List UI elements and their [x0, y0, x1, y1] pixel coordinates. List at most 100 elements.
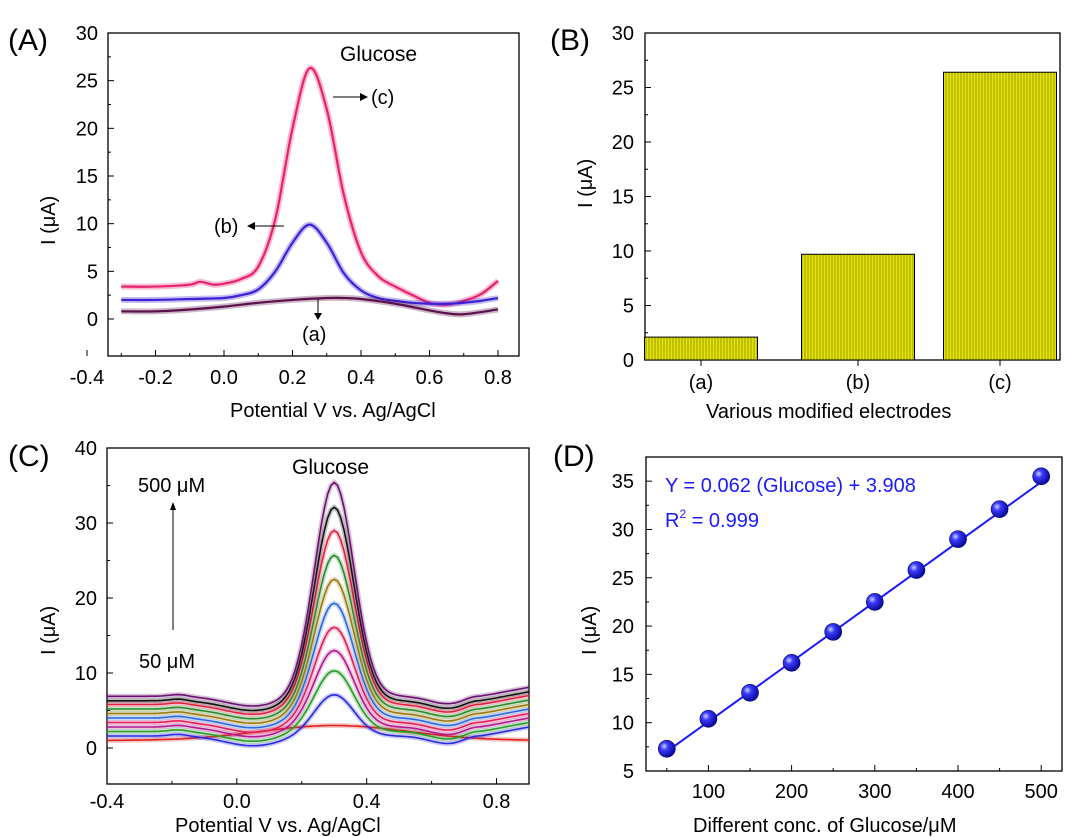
- panel-c-line: [107, 602, 530, 729]
- panel-c-line: [107, 626, 530, 733]
- panel-a-xtick-label: 0.8: [484, 367, 512, 389]
- arrow-b-head: [247, 222, 255, 230]
- panel-d-xtick-label: 500: [1025, 781, 1058, 803]
- panel-c-ylabel: I (μA): [38, 606, 60, 655]
- arrow-c-head: [360, 93, 368, 101]
- panel-b-bars: [644, 71, 1057, 361]
- panel-c-xtick-label: -0.4: [90, 791, 124, 813]
- panel-a-ytick-label: 5: [87, 261, 98, 283]
- panel-b-bar: [644, 336, 758, 361]
- panel-a-line-shadow: [121, 65, 500, 308]
- panel-d-ytick-label: 10: [612, 713, 634, 735]
- equation-prefix: Y = 0.062 (: [665, 475, 763, 497]
- panel-d-frame: [645, 456, 1063, 772]
- panel-b-ytick-label: 30: [612, 23, 634, 45]
- panel-a-frame: [107, 32, 520, 357]
- panel-a-line: [121, 223, 499, 305]
- panel-a-xtick-label: -0.4: [70, 367, 104, 389]
- panel-a-annotation: Glucose: [340, 43, 417, 66]
- r2-prefix: R: [665, 510, 679, 532]
- panel-d-point: [1032, 467, 1050, 486]
- panel-a-line: [121, 67, 499, 306]
- panel-d-ytick-label: 35: [612, 471, 634, 493]
- panel-a-label: (A): [8, 24, 48, 57]
- label-c: (c): [371, 87, 394, 109]
- panel-a-ytick-label: 10: [76, 214, 98, 236]
- panel-d-xtick-label: 200: [775, 781, 808, 803]
- panel-a-ytick-label: 25: [76, 71, 98, 93]
- panel-b-ylabel: I (μA): [575, 159, 597, 208]
- panel-c-line: [107, 649, 530, 738]
- panel-a-xtick-label: 0.0: [210, 367, 238, 389]
- panel-b-axes: 0 5 10 15 20 25 30 (a) (b) (c): [612, 23, 1012, 394]
- equation-suffix: ) + 3.908: [836, 475, 916, 497]
- equation-var: Glucose: [763, 475, 836, 497]
- panel-d-point: [949, 530, 967, 548]
- panel-c-ytick-label: 20: [75, 588, 97, 610]
- panel-b-ytick-label: 0: [623, 350, 634, 372]
- panel-d-point: [657, 739, 676, 758]
- panel-c-line: [107, 481, 530, 707]
- panel-b-xtick-label: (a): [689, 372, 713, 394]
- panel-d: (D) 100 200 300 400 500 5 10 15 20 25 30 35 Y = 0.0…: [553, 440, 1063, 837]
- panel-b: (B) 0 5 10 15 20 25 30 (a) (b) (c) Various modifi…: [550, 23, 1061, 423]
- panel-a-xlabel: Potential V vs. Ag/AgCl: [230, 400, 436, 422]
- panel-c-line: [107, 529, 530, 715]
- panel-c-label: (C): [8, 440, 50, 473]
- panel-b-xlabel: Various modified electrodes: [706, 401, 951, 423]
- panel-b-ytick-label: 25: [612, 78, 634, 100]
- panel-d-point: [782, 653, 801, 672]
- panel-c-ytick-label: 30: [75, 513, 97, 535]
- panel-a-line-shadow: [121, 221, 499, 307]
- panel-c-frame: [106, 447, 530, 785]
- panel-a-lines: [121, 65, 500, 318]
- panel-d-point: [865, 593, 884, 611]
- panel-a-ytick-label: 0: [87, 309, 98, 331]
- panel-d-label: (D): [553, 440, 595, 473]
- panel-b-ytick-label: 20: [612, 132, 634, 154]
- panel-c-line: [107, 506, 530, 712]
- panel-d-point: [990, 500, 1009, 518]
- r2-value: R2 = 0.999: [665, 507, 759, 532]
- panel-a-xtick-label: -0.2: [138, 367, 172, 389]
- panel-d-ytick-label: 5: [623, 761, 634, 783]
- panel-a-xtick-label: 0.6: [416, 367, 444, 389]
- panel-d-xtick-label: 100: [692, 781, 725, 803]
- panel-d-point: [741, 683, 759, 702]
- panel-a-axes: -0.4 -0.2 0.0 0.2 0.4 0.6 0.8 0 5 10 15 20 25 30: [70, 23, 512, 389]
- panel-c-xtick-label: 0.0: [223, 791, 251, 813]
- panel-c-ytick-label: 0: [86, 738, 97, 760]
- panel-a-ylabel: I (μA): [38, 196, 60, 245]
- r2-suffix: = 0.999: [686, 510, 759, 532]
- panel-a-ytick-label: 20: [76, 118, 98, 140]
- panel-d-ytick-label: 20: [612, 616, 634, 638]
- panel-b-ytick-label: 10: [612, 241, 634, 263]
- panel-d-xtick-label: 300: [858, 781, 891, 803]
- panel-b-ytick-label: 5: [623, 296, 634, 318]
- panel-c-line: [107, 669, 530, 742]
- panel-d-ytick-label: 30: [612, 519, 634, 541]
- range-top-label: 500 μM: [138, 475, 205, 497]
- panel-c-line: [107, 554, 530, 720]
- panel-a-ytick-label: 15: [76, 166, 98, 188]
- panel-d-axes: 100 200 300 400 500 5 10 15 20 25 30 35: [612, 471, 1058, 803]
- panel-c-axes: -0.4 0.0 0.4 0.8 0 10 20 30 40: [75, 438, 511, 813]
- panel-c-ytick-label: 10: [75, 663, 97, 685]
- panel-d-point: [907, 561, 926, 579]
- panel-c-lines: [107, 479, 530, 749]
- panel-a-ytick-label: 30: [76, 23, 98, 45]
- panel-d-point: [824, 623, 843, 641]
- panel-b-xtick-label: (c): [988, 372, 1011, 394]
- label-a: (a): [302, 324, 326, 346]
- panel-a: (A) -0.4 -0.2 0.0 0.2 0.4 0.6 0.8051015202530 …: [8, 23, 520, 422]
- panel-c-xtick-label: 0.8: [483, 791, 511, 813]
- panel-d-xlabel: Different conc. of Glucose/μM: [693, 815, 957, 837]
- arrow-a-head: [314, 313, 322, 320]
- panel-c-annotation: Glucose: [292, 456, 369, 479]
- panel-a-xtick-label: 0.2: [279, 367, 307, 389]
- label-b: (b): [214, 216, 238, 238]
- range-bottom-label: 50 μM: [139, 651, 195, 673]
- panel-d-xtick-label: 400: [941, 781, 974, 803]
- panel-c-line: [107, 693, 530, 747]
